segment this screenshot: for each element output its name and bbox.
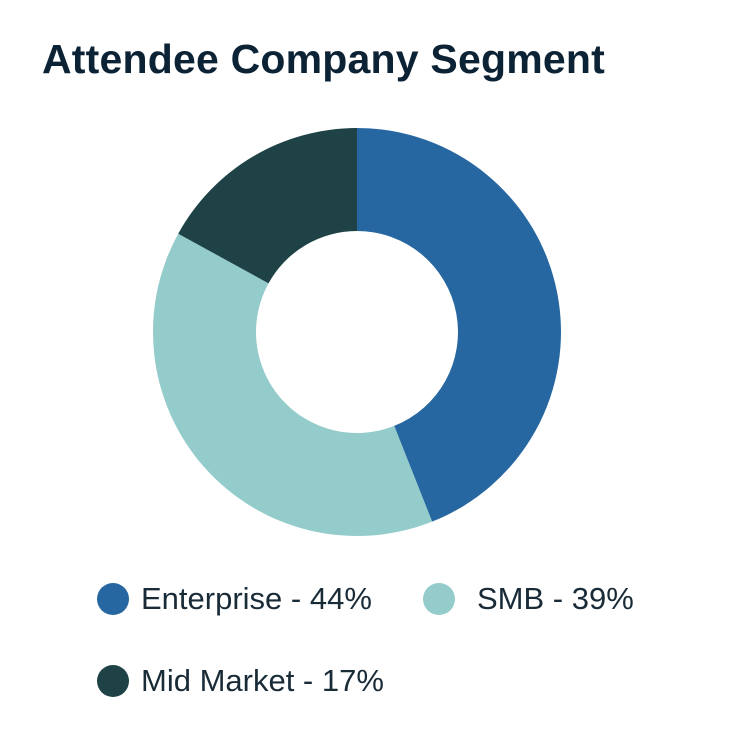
donut-slice-enterprise xyxy=(357,128,562,522)
legend-item-smb: SMB - 39% xyxy=(423,579,634,619)
donut-chart xyxy=(153,127,562,537)
donut-slice-mid-market xyxy=(178,127,357,284)
legend-swatch-smb xyxy=(423,583,455,615)
legend-item-mid-market: Mid Market - 17% xyxy=(97,661,384,701)
chart-title: Attendee Company Segment xyxy=(42,36,605,82)
legend-label-mid-market: Mid Market - 17% xyxy=(141,663,384,698)
legend-swatch-enterprise xyxy=(97,583,129,615)
legend-label-smb: SMB - 39% xyxy=(477,581,634,616)
legend-item-enterprise: Enterprise - 44% xyxy=(97,579,372,619)
donut-slice-smb xyxy=(153,233,433,537)
legend-label-enterprise: Enterprise - 44% xyxy=(141,581,372,616)
legend-swatch-mid-market xyxy=(97,665,129,697)
